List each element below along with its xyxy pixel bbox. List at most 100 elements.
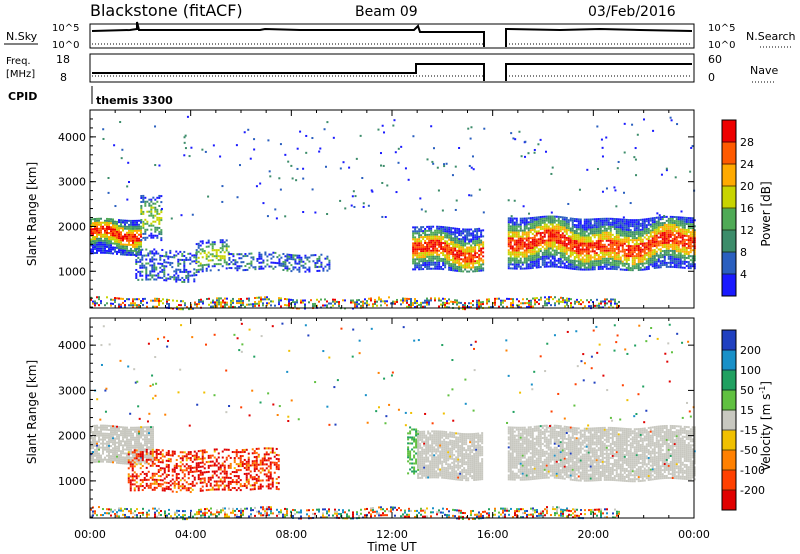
velocity-mark bbox=[106, 440, 108, 443]
power-mark bbox=[653, 260, 656, 263]
power-mark bbox=[472, 240, 475, 243]
power-mark bbox=[625, 218, 628, 221]
power-mark bbox=[689, 223, 692, 226]
power-mark bbox=[523, 233, 526, 236]
power-mark bbox=[326, 257, 329, 260]
power-mark bbox=[339, 199, 342, 202]
power-mark bbox=[651, 221, 654, 224]
velocity-mark bbox=[96, 440, 98, 443]
power-mark bbox=[547, 233, 550, 236]
power-mark bbox=[134, 223, 136, 226]
power-mark bbox=[601, 265, 604, 268]
power-mark bbox=[254, 296, 256, 299]
power-mark bbox=[517, 249, 520, 252]
power-mark bbox=[252, 256, 255, 259]
power-mark bbox=[577, 242, 580, 245]
power-mark bbox=[687, 255, 690, 258]
power-mark bbox=[551, 255, 554, 258]
power-mark bbox=[376, 300, 378, 303]
velocity-mark bbox=[92, 461, 94, 464]
power-mark bbox=[571, 267, 574, 270]
power-mark bbox=[183, 260, 186, 263]
power-mark bbox=[219, 263, 222, 266]
power-mark bbox=[256, 259, 259, 262]
power-mark bbox=[94, 222, 96, 225]
power-mark bbox=[102, 235, 104, 238]
power-mark bbox=[561, 218, 564, 221]
power-mark bbox=[607, 227, 610, 230]
power-mark bbox=[470, 256, 473, 259]
power-mark bbox=[649, 257, 652, 260]
freq-trace-after-gap bbox=[505, 63, 692, 81]
power-mark bbox=[114, 250, 116, 253]
power-mark bbox=[362, 202, 365, 205]
power-mark bbox=[118, 251, 120, 254]
power-mark bbox=[454, 261, 457, 264]
power-mark bbox=[605, 219, 608, 222]
power-mark bbox=[448, 244, 451, 247]
power-mark bbox=[601, 146, 604, 149]
power-mark bbox=[434, 251, 437, 254]
power-mark bbox=[515, 243, 518, 246]
power-mark bbox=[583, 264, 586, 267]
power-mark bbox=[136, 241, 138, 244]
power-mark bbox=[432, 247, 435, 250]
power-mark bbox=[589, 230, 592, 233]
power-mark bbox=[665, 169, 668, 172]
power-mark bbox=[667, 235, 670, 238]
power-mark bbox=[454, 265, 457, 268]
power-mark bbox=[563, 216, 566, 219]
power-mark bbox=[330, 302, 332, 305]
power-mark bbox=[156, 196, 159, 199]
power-mark bbox=[511, 259, 514, 262]
power-mark bbox=[683, 226, 686, 229]
power-mark bbox=[153, 274, 156, 277]
power-mark bbox=[619, 224, 622, 227]
power-mark bbox=[551, 237, 554, 240]
power-mark bbox=[593, 252, 596, 255]
power-mark bbox=[657, 230, 660, 233]
power-mark bbox=[98, 221, 100, 224]
power-mark bbox=[539, 138, 542, 141]
power-mark bbox=[627, 243, 630, 246]
power-mark bbox=[127, 181, 130, 184]
power-mark bbox=[537, 232, 540, 235]
power-mark bbox=[543, 241, 546, 244]
power-mark bbox=[538, 298, 540, 301]
power-mark bbox=[450, 231, 453, 234]
power-mark bbox=[601, 255, 604, 258]
power-mark bbox=[452, 269, 455, 272]
power-mark bbox=[219, 239, 222, 242]
power-mark bbox=[561, 232, 564, 235]
power-mark bbox=[462, 254, 465, 257]
power-mark bbox=[529, 219, 532, 222]
power-mark bbox=[655, 242, 658, 245]
power-mark bbox=[142, 210, 145, 213]
power-mark bbox=[615, 220, 618, 223]
power-mark bbox=[142, 220, 145, 223]
power-mark bbox=[609, 267, 612, 270]
power-mark bbox=[569, 239, 572, 242]
power-mark bbox=[607, 237, 610, 240]
power-mark bbox=[134, 247, 136, 250]
power-mark bbox=[523, 251, 526, 254]
power-mark bbox=[685, 252, 688, 255]
power-mark bbox=[150, 234, 153, 237]
power-mark bbox=[232, 299, 234, 302]
power-mark bbox=[513, 259, 516, 262]
power-mark bbox=[96, 221, 98, 224]
power-mark bbox=[611, 223, 614, 226]
power-mark bbox=[507, 259, 510, 262]
power-mark bbox=[617, 240, 620, 243]
power-mark bbox=[478, 301, 480, 304]
power-mark bbox=[540, 298, 542, 301]
power-mark bbox=[665, 241, 668, 244]
power-mark bbox=[546, 302, 548, 305]
power-mark bbox=[259, 182, 262, 185]
power-mark bbox=[98, 217, 100, 220]
power-mark bbox=[643, 254, 646, 257]
power-mark bbox=[472, 260, 475, 263]
power-mark bbox=[677, 236, 680, 239]
power-mark bbox=[509, 263, 512, 266]
power-mark bbox=[541, 253, 544, 256]
